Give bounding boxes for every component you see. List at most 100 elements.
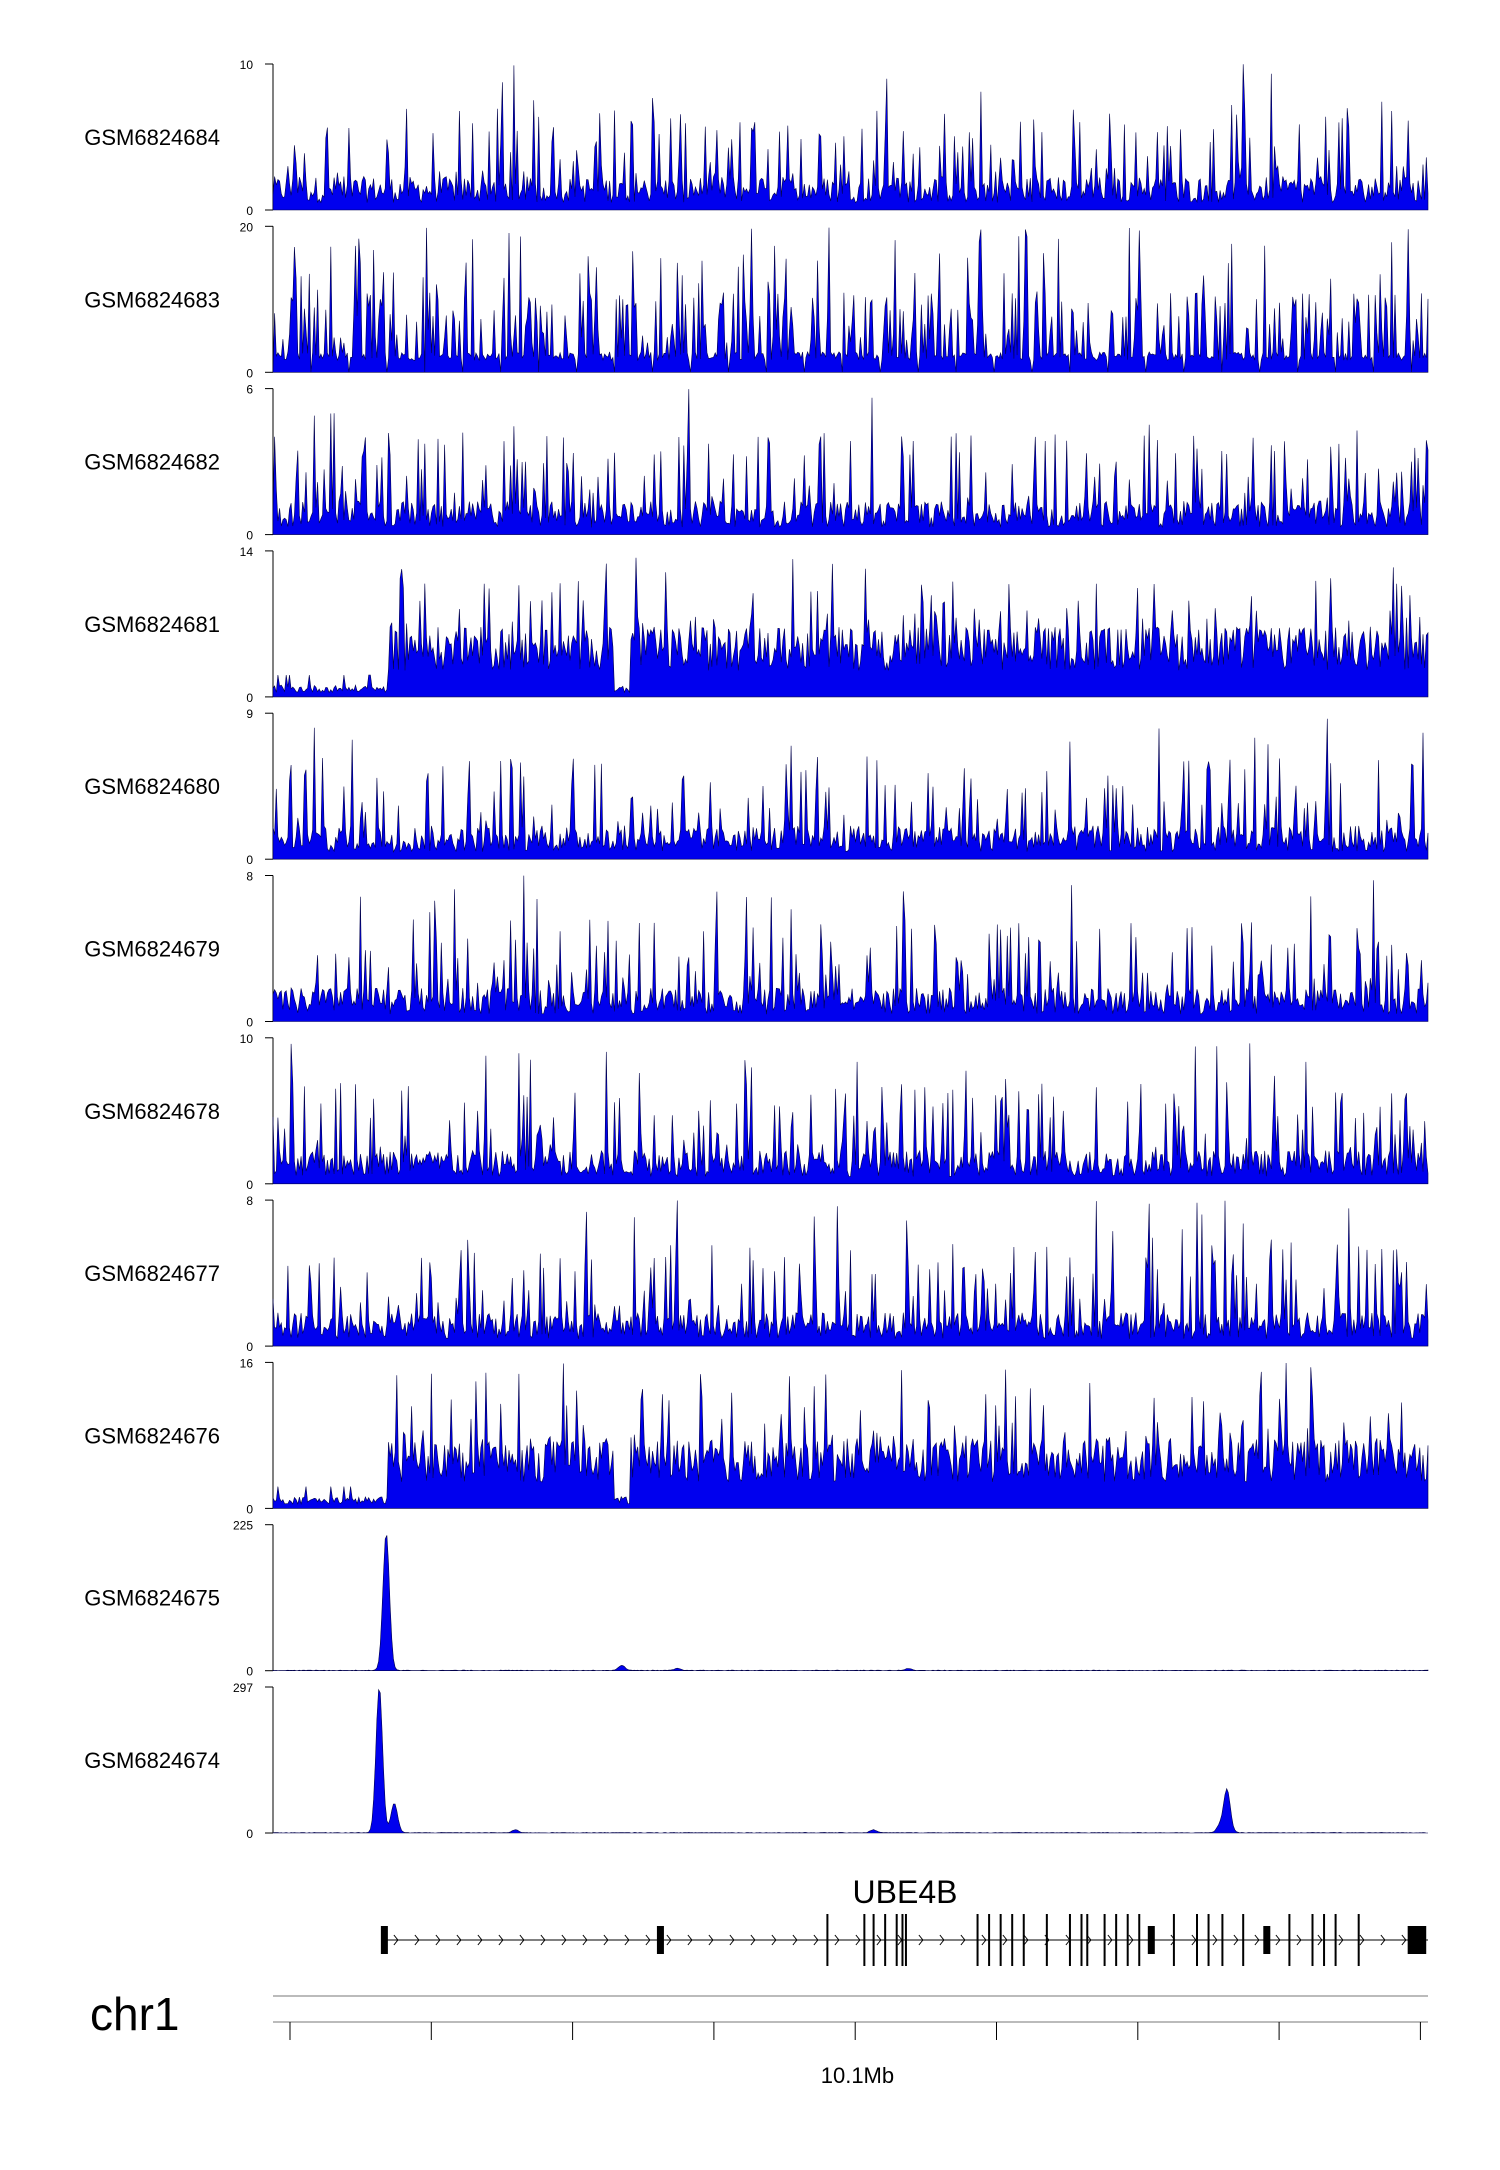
strand-arrow [1359,1934,1365,1946]
chromosome-label: chr1 [90,1988,179,2040]
exon [1103,1914,1106,1966]
strand-arrow [1296,1934,1302,1946]
signal-area-GSM6824677 [272,1200,1429,1347]
exon [1413,1926,1421,1954]
exon [656,1926,664,1954]
exon [1115,1914,1118,1966]
exon [1126,1914,1129,1966]
signal-area-GSM6824679 [272,875,1429,1022]
exon [872,1914,875,1966]
exon [976,1914,979,1966]
strand-arrow [981,1934,987,1946]
strand-arrow [1212,1934,1218,1946]
y-min-label: 0 [246,1665,253,1679]
strand-arrow [456,1934,462,1946]
signal-area-GSM6824676 [272,1362,1429,1509]
y-min-label: 0 [246,853,253,867]
exon [1172,1914,1175,1966]
track-GSM6824676: GSM6824676 16 0 [84,1356,1429,1516]
track-GSM6824674: GSM6824674 297 0 [84,1681,1428,1841]
track-GSM6824679: GSM6824679 8 0 [84,870,1429,1030]
track-GSM6824677: GSM6824677 8 0 [84,1194,1429,1354]
track-label: GSM6824677 [84,1261,220,1286]
y-max-label: 297 [233,1681,253,1695]
signal-tracks: GSM6824684100GSM6824683200GSM682468260GS… [84,58,1429,1841]
exon [1147,1926,1155,1954]
signal-area-GSM6824682 [272,389,1429,535]
exon [1357,1914,1360,1966]
exon [1311,1914,1314,1966]
strand-arrow [834,1934,840,1946]
exon [904,1914,907,1966]
strand-arrow [876,1934,882,1946]
signal-area-GSM6824684 [272,64,1429,211]
strand-arrow [1380,1934,1386,1946]
strand-arrow [477,1934,483,1946]
strand-arrow [1128,1934,1134,1946]
strand-arrow [1401,1934,1407,1946]
exon [1207,1914,1210,1966]
track-GSM6824681: GSM6824681 14 0 [84,545,1429,705]
y-max-label: 8 [246,870,253,884]
y-max-label: 20 [240,220,254,234]
strand-arrow [624,1934,630,1946]
y-min-label: 0 [246,204,253,218]
track-GSM6824678: GSM6824678 10 0 [84,1032,1429,1192]
strand-arrow [1233,1934,1239,1946]
exon [999,1914,1002,1966]
exon [1221,1914,1224,1966]
strand-arrow [393,1934,399,1946]
y-max-label: 225 [233,1519,253,1533]
exon [884,1914,887,1966]
exon [1045,1914,1048,1966]
exon [901,1914,904,1966]
exon [1334,1914,1337,1966]
strand-arrow [750,1934,756,1946]
strand-arrow [540,1934,546,1946]
strand-arrow [771,1934,777,1946]
exon [1288,1914,1291,1966]
strand-arrow [1275,1934,1281,1946]
exon [1419,1926,1427,1954]
track-label: GSM6824675 [84,1586,220,1611]
track-GSM6824675: GSM6824675 225 0 [84,1519,1429,1679]
track-GSM6824683: GSM6824683 20 0 [84,220,1429,380]
strand-arrow [1317,1934,1323,1946]
strand-arrow [435,1934,441,1946]
track-label: GSM6824680 [84,774,220,799]
track-label: GSM6824682 [84,450,220,475]
strand-arrow [939,1934,945,1946]
y-max-label: 14 [240,545,254,559]
exon [1196,1914,1198,1966]
strand-arrow [1002,1934,1008,1946]
y-max-label: 9 [246,707,253,721]
exon [1086,1914,1089,1966]
strand-arrow [792,1934,798,1946]
track-GSM6824684: GSM6824684 10 0 [84,58,1429,218]
signal-area-GSM6824681 [272,557,1429,698]
exon [863,1914,866,1966]
exon [1263,1926,1271,1954]
strand-arrow [1107,1934,1113,1946]
y-max-label: 16 [240,1356,254,1370]
y-min-label: 0 [246,1016,253,1030]
exon [988,1914,991,1966]
exon [1011,1914,1014,1966]
y-min-label: 0 [246,529,253,543]
signal-area-GSM6824678 [272,1043,1429,1185]
exon [1068,1914,1071,1966]
chromosome-axis: chr1 10.1Mb [90,1988,1428,2088]
strand-arrow [687,1934,693,1946]
exon [1080,1914,1083,1966]
x-tick-label: 10.1Mb [821,2063,894,2088]
y-min-label: 0 [246,1178,253,1192]
strand-arrow [519,1934,525,1946]
y-min-label: 0 [246,1340,253,1354]
signal-area-GSM6824675 [272,1535,1429,1672]
signal-area-GSM6824674 [272,1688,1428,1834]
strand-arrow [729,1934,735,1946]
exon [1407,1926,1415,1954]
y-max-label: 10 [240,1032,254,1046]
exon [1138,1914,1141,1966]
